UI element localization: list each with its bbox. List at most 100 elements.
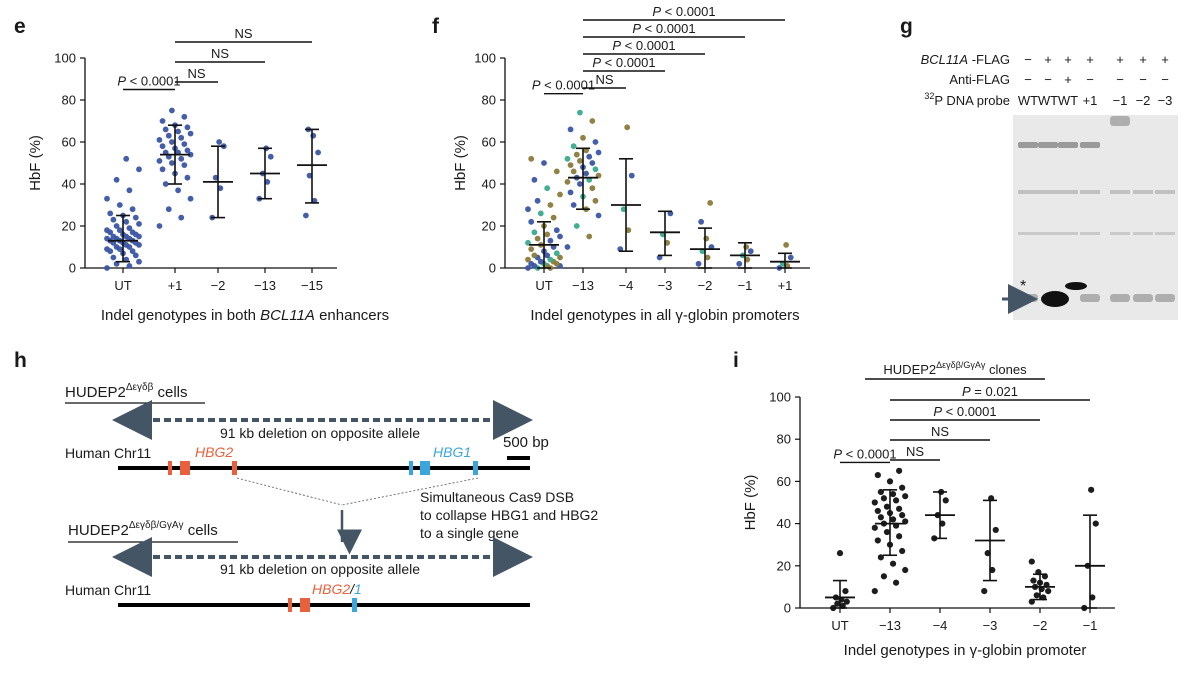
gel-band-faint: [1080, 190, 1100, 194]
data-point: [175, 187, 182, 194]
gel-band-faint: [1133, 232, 1153, 235]
data-point: [886, 478, 894, 485]
data-point: [871, 524, 878, 531]
hbg2-label: HBG2: [195, 444, 233, 460]
comparison-label: NS: [234, 26, 252, 41]
data-point: [129, 206, 136, 213]
data-point: [557, 254, 563, 261]
data-point: [550, 214, 557, 221]
y-tick-label: 60: [777, 474, 791, 489]
gel-cell: −3: [1158, 93, 1173, 108]
data-point: [544, 231, 551, 238]
data-point: [557, 233, 563, 240]
diagram-chr-label-2: Human Chr11: [65, 582, 151, 598]
comparison-label: NS: [595, 72, 613, 87]
cas9-line-1: Simultaneous Cas9 DSB: [420, 489, 574, 505]
data-point: [695, 260, 702, 267]
gel-panel: BCL11A -FLAG Anti-FLAG 32P DNA probe − + +…: [921, 52, 1178, 320]
data-point: [525, 265, 531, 271]
hbg2-exon: [180, 461, 190, 475]
y-tick-label: 20: [482, 219, 496, 234]
data-point: [528, 246, 535, 253]
gel-values: − + + + + + +− − + − − − −WT WT WT +1 −1 −2 −3: [1018, 52, 1173, 108]
gel-image: [1013, 115, 1178, 320]
data-point: [187, 195, 194, 202]
data-point: [871, 588, 878, 595]
x-tick-label: −4: [933, 618, 948, 633]
gel-band-faint: [1110, 232, 1130, 235]
x-tick-label: −1: [1083, 618, 1098, 633]
merged-exon: [288, 598, 292, 612]
data-point: [531, 229, 538, 236]
chart-i-xlabel: Indel genotypes in γ-globin promoter: [844, 642, 1087, 659]
data-point: [557, 191, 563, 198]
data-point: [1030, 577, 1037, 584]
gel-cell: −: [1116, 72, 1124, 87]
data-point: [567, 189, 574, 196]
data-point: [184, 174, 191, 181]
data-point: [570, 168, 577, 175]
cut-guide-right: [341, 477, 479, 506]
panel-label-f: f: [432, 15, 440, 38]
chart-i: 0 20 40 60 80 100 HbF (%) UT −13 −4 −3 −2 −1 P < 0.00…: [742, 384, 1115, 633]
x-tick-label: UT: [535, 278, 552, 293]
diagram-chr-label-1: Human Chr11: [65, 445, 151, 461]
diagram-cells1-label: HUDEP2Δεγδβ cells: [65, 382, 188, 401]
gel-cell: −: [1086, 72, 1094, 87]
data-point: [583, 170, 590, 177]
gel-cell: WT: [1058, 93, 1078, 108]
data-point: [747, 248, 754, 255]
gel-free-probe-band: [1041, 291, 1069, 307]
data-point: [175, 128, 182, 135]
gel-probe-band: [1155, 294, 1175, 302]
data-point: [264, 179, 271, 185]
data-point: [132, 252, 139, 259]
hbg1-label: HBG1: [433, 444, 471, 460]
p-value: < 0.0001: [641, 21, 696, 36]
data-point: [129, 229, 136, 236]
data-point: [899, 547, 906, 555]
x-tick-label: −2: [211, 278, 226, 293]
y-tick-label: 100: [54, 51, 76, 66]
gel-cell: +: [1064, 72, 1072, 87]
data-point: [836, 550, 844, 557]
p-value: < 0.0001: [942, 404, 997, 419]
gel-band: [1018, 142, 1038, 148]
data-point: [310, 132, 317, 139]
data-point: [783, 242, 790, 248]
gel-probe-band: [1080, 294, 1100, 302]
data-point: [576, 109, 583, 116]
gel-cell: −1: [1113, 93, 1128, 108]
data-point: [168, 160, 175, 166]
hbg2-exon: [168, 461, 172, 475]
data-point: [159, 143, 166, 150]
merged-gene-label: HBG2/1: [312, 581, 362, 597]
data-point: [889, 516, 897, 523]
data-point: [181, 113, 188, 120]
gel-cell: WT: [1018, 93, 1038, 108]
data-point: [216, 139, 223, 145]
chart-e-xlabel: Indel genotypes in both BCL11A enhancers: [101, 307, 389, 324]
hbg2-exon: [232, 461, 237, 475]
data-point: [892, 497, 900, 504]
p-value: < 0.0001: [126, 74, 181, 89]
data-point: [1045, 588, 1052, 595]
comparison-label: P = 0.021: [962, 384, 1018, 399]
y-tick-label: 40: [482, 177, 496, 192]
data-point: [132, 214, 139, 221]
merged-exon: [300, 598, 310, 612]
data-point: [892, 579, 900, 586]
gel-cell: −: [1044, 72, 1052, 87]
data-point: [544, 185, 551, 192]
data-point: [162, 181, 169, 187]
p-value: < 0.0001: [601, 55, 656, 70]
data-point: [586, 153, 593, 160]
gel-band-faint: [1038, 190, 1058, 194]
data-point: [537, 258, 544, 265]
p-symbol: P: [592, 55, 601, 70]
data-point: [537, 210, 544, 217]
data-point: [303, 212, 309, 219]
p-symbol: P: [933, 404, 942, 419]
data-point: [306, 172, 313, 179]
data-point: [104, 246, 110, 253]
